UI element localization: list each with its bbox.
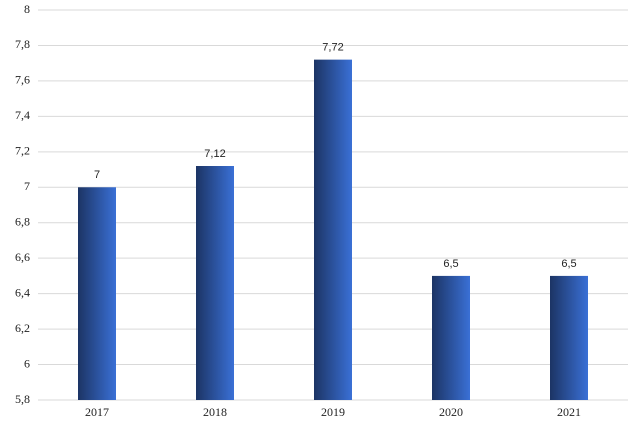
y-tick-label: 5,8 (15, 392, 30, 406)
x-tick-label: 2019 (321, 405, 345, 419)
x-tick-label: 2021 (557, 405, 581, 419)
x-tick-label: 2017 (85, 405, 109, 419)
x-tick-label: 2020 (439, 405, 463, 419)
y-tick-label: 8 (24, 2, 30, 16)
value-label: 7,72 (322, 42, 343, 54)
value-label: 6,5 (561, 258, 576, 270)
y-tick-label: 6,2 (15, 321, 30, 335)
y-tick-label: 7,2 (15, 144, 30, 158)
value-label: 7,12 (204, 148, 225, 160)
y-tick-label: 6,8 (15, 214, 30, 228)
y-tick-label: 7,8 (15, 37, 30, 51)
y-tick-label: 7,4 (15, 108, 30, 122)
bar (432, 275, 470, 400)
bar (196, 166, 234, 400)
y-tick-label: 6 (24, 356, 30, 370)
value-label: 6,5 (443, 258, 458, 270)
y-tick-label: 6,4 (15, 285, 30, 299)
y-tick-label: 7,6 (15, 73, 30, 87)
value-label: 7 (94, 169, 100, 181)
bar (314, 59, 352, 401)
bar (78, 187, 116, 400)
y-tick-label: 7 (24, 179, 30, 193)
bar (550, 275, 588, 400)
x-tick-label: 2018 (203, 405, 227, 419)
y-tick-label: 6,6 (15, 250, 30, 264)
